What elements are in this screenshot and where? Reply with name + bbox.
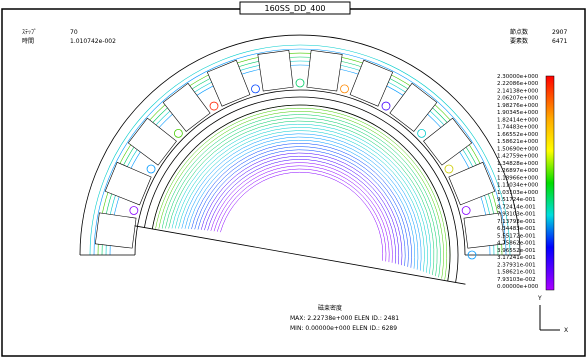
info-label: 時間: [22, 37, 34, 45]
slot: [95, 213, 136, 248]
slot: [258, 50, 293, 91]
max-info: MAX: 2.22738e+000 ELEN ID.: 2481: [290, 315, 399, 322]
legend-label: 5.55172e-001: [497, 233, 536, 239]
info-value: 70: [70, 29, 78, 36]
legend-label: 1.18966e+000: [497, 175, 539, 181]
info-value: 1.010742e-002: [70, 38, 116, 45]
legend-label: 7.93103e-001: [497, 212, 536, 218]
legend-label: 7.93103e-002: [497, 277, 536, 283]
info-label: ｽﾃｯﾌﾟ: [22, 29, 37, 36]
legend-label: 1.03103e+000: [497, 190, 539, 196]
legend-label: 1.82414e+000: [497, 117, 539, 123]
legend-label: 1.90345e+000: [497, 110, 539, 116]
legend-label: 2.37931e-001: [497, 262, 536, 268]
info-label: 節点数: [510, 28, 528, 36]
quantity: 磁束密度: [318, 304, 342, 312]
legend-label: 1.34828e+000: [497, 161, 539, 167]
legend-label: 1.26897e+000: [497, 168, 539, 174]
legend-label: 3.17241e-001: [497, 255, 536, 261]
legend-label: 0.00000e+000: [497, 284, 539, 290]
legend-label: 1.98276e+000: [497, 103, 539, 109]
legend-label: 1.66552e+000: [497, 132, 539, 138]
info-value: 6471: [552, 38, 567, 45]
legend-label: 1.74483e+000: [497, 125, 539, 131]
legend-label: 1.11034e+000: [497, 183, 539, 189]
legend-label: 4.75862e-001: [497, 241, 536, 247]
legend-label: 7.13793e-001: [497, 219, 536, 225]
legend-label: 2.30000e+000: [497, 74, 539, 80]
legend-label: 1.58621e+000: [497, 139, 539, 145]
legend-label: 8.72414e-001: [497, 204, 536, 210]
fem-view: 160SS_DD_400 ｽﾃｯﾌﾟ 70 時間 1.010742e-002 節…: [0, 0, 587, 358]
axis-x-label: X: [564, 327, 568, 334]
legend-label: 6.34483e-001: [497, 226, 536, 232]
slot: [307, 50, 342, 91]
title: 160SS_DD_400: [264, 4, 325, 13]
legend-label: 1.58621e-001: [497, 270, 536, 276]
legend-label: 1.42759e+000: [497, 154, 539, 160]
info-label: 要素数: [510, 37, 528, 45]
legend-label: 9.51724e-001: [497, 197, 536, 203]
legend-label: 2.22086e+000: [497, 81, 539, 87]
legend-label: 3.96552e-001: [497, 248, 536, 254]
legend-label: 2.14138e+000: [497, 88, 539, 94]
min-info: MIN: 0.00000e+000 ELEN ID.: 6289: [290, 325, 397, 332]
axis-y-label: Y: [537, 295, 542, 302]
legend-label: 2.06207e+000: [497, 96, 539, 102]
legend-label: 1.50690e+000: [497, 146, 539, 152]
color-bar: [546, 76, 554, 290]
info-value: 2907: [552, 29, 567, 36]
